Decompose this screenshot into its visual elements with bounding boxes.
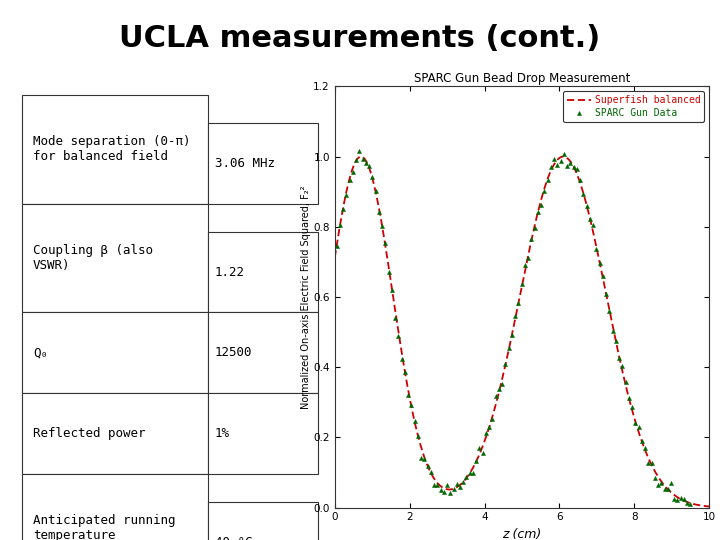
Line: Superfish balanced: Superfish balanced xyxy=(335,157,709,507)
Title: SPARC Gun Bead Drop Measurement: SPARC Gun Bead Drop Measurement xyxy=(414,72,630,85)
Superfish balanced xyxy=(552,158,560,165)
SPARC Gun Data xyxy=(585,215,594,222)
SPARC Gun Data xyxy=(686,501,695,507)
Line: SPARC Gun Data: SPARC Gun Data xyxy=(335,150,693,506)
Superfish balanced xyxy=(356,153,365,160)
X-axis label: z (cm): z (cm) xyxy=(503,528,541,540)
Superfish balanced xyxy=(428,471,436,478)
Superfish balanced xyxy=(705,503,714,510)
Superfish balanced xyxy=(330,254,339,261)
Superfish balanced xyxy=(581,197,590,204)
Superfish balanced xyxy=(613,345,621,352)
Superfish balanced xyxy=(397,349,406,355)
SPARC Gun Data xyxy=(508,332,516,339)
SPARC Gun Data xyxy=(355,148,364,154)
SPARC Gun Data xyxy=(498,381,507,387)
Text: UCLA measurements (cont.): UCLA measurements (cont.) xyxy=(120,24,600,53)
SPARC Gun Data xyxy=(333,242,341,249)
SPARC Gun Data xyxy=(439,488,448,495)
SPARC Gun Data xyxy=(680,495,688,502)
Y-axis label: Normalized On-axis Electric Field Squared, F₂²: Normalized On-axis Electric Field Square… xyxy=(300,185,310,409)
SPARC Gun Data xyxy=(667,480,675,486)
Legend: Superfish balanced, SPARC Gun Data: Superfish balanced, SPARC Gun Data xyxy=(562,91,704,122)
Superfish balanced xyxy=(500,364,509,371)
